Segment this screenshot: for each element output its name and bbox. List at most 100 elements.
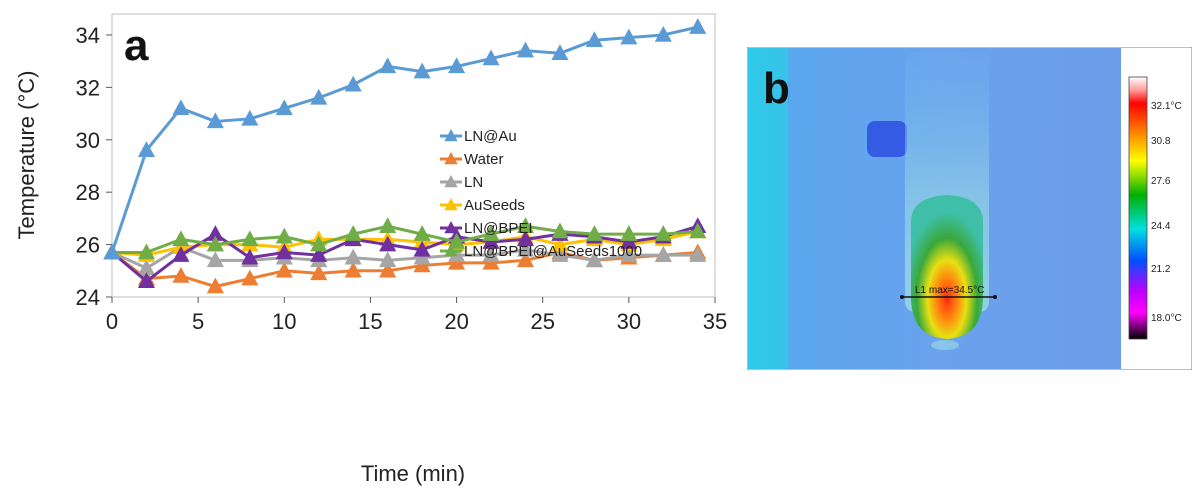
thermal-image: L1 max=34.5°C b 32.1°C 30.8 27.6 24.4 21…	[746, 46, 1193, 371]
data-point	[344, 225, 362, 241]
data-point	[551, 235, 569, 252]
data-point	[551, 44, 569, 61]
measure-end-right	[993, 295, 997, 299]
data-point	[448, 246, 466, 262]
legend-marker	[444, 129, 458, 142]
series-line	[112, 224, 698, 254]
data-point	[241, 269, 259, 286]
panel-label-b: b	[763, 64, 790, 113]
data-point	[448, 232, 466, 249]
data-point	[379, 57, 397, 74]
data-point	[206, 235, 224, 252]
data-point	[103, 243, 121, 260]
data-point	[241, 248, 259, 265]
data-point	[172, 230, 190, 247]
data-point	[172, 246, 190, 262]
data-point	[137, 272, 156, 289]
legend-label: LN@BPEI@AuSeeds1000	[464, 243, 642, 260]
colorbar-label: 24.4	[1151, 221, 1171, 232]
data-point	[206, 277, 224, 294]
y-tick-label: 32	[76, 75, 100, 100]
data-point	[482, 49, 500, 66]
y-tick-label: 34	[76, 23, 100, 48]
y-tick-label: 24	[76, 285, 100, 310]
temperature-line-chart: 0 5 10 15 20 25 30 35 24 26 28 30 32 34 a LN@Au Water L…	[14, 13, 727, 486]
data-point	[275, 227, 293, 244]
data-point	[310, 235, 328, 252]
colorbar-label: 27.6	[1151, 176, 1171, 187]
colorbar	[1128, 76, 1148, 340]
data-point	[379, 235, 397, 252]
legend-marker	[444, 152, 458, 165]
panel-label-a: a	[124, 21, 149, 70]
data-point	[344, 248, 362, 265]
data-point	[137, 259, 156, 275]
x-tick-label: 20	[444, 309, 468, 334]
x-tick-label: 5	[192, 309, 204, 334]
data-point	[206, 112, 224, 129]
data-point	[310, 88, 328, 105]
data-point	[654, 25, 672, 42]
colorbar-label: 30.8	[1151, 136, 1171, 147]
data-point	[516, 217, 535, 233]
data-point	[516, 240, 535, 257]
data-point	[206, 225, 224, 241]
data-point	[275, 261, 293, 278]
x-tick-label: 30	[617, 309, 641, 334]
data-point	[137, 243, 156, 260]
cold-spot	[867, 121, 907, 157]
data-point	[137, 141, 156, 158]
measure-end-left	[900, 295, 904, 299]
data-point	[344, 261, 362, 278]
x-tick-label: 15	[358, 309, 382, 334]
data-point	[585, 251, 603, 268]
colorbar-label: 18.0°C	[1151, 313, 1182, 324]
data-point	[482, 246, 500, 262]
data-point	[172, 99, 190, 116]
data-point	[689, 246, 707, 262]
data-point	[551, 222, 569, 239]
data-point	[241, 230, 259, 247]
data-point	[275, 99, 293, 116]
data-point	[585, 31, 603, 47]
data-point	[620, 28, 638, 45]
data-point	[551, 246, 569, 262]
data-point	[585, 225, 603, 241]
data-point	[482, 225, 500, 241]
data-point	[344, 75, 362, 92]
data-point	[620, 246, 638, 262]
colorbar-label: 21.2	[1151, 264, 1171, 275]
data-point	[310, 246, 328, 262]
legend-label: AuSeeds	[464, 197, 525, 214]
legend-label: LN@BPEI	[464, 220, 533, 237]
data-point	[689, 18, 707, 34]
data-point	[379, 261, 397, 278]
data-point	[172, 267, 190, 283]
left-cyan-strip	[748, 48, 788, 369]
tube-bottom-reflection	[931, 340, 959, 350]
y-tick-label: 26	[76, 233, 100, 258]
data-point	[448, 57, 466, 74]
data-point	[206, 251, 224, 268]
colorbar-label: 32.1°C	[1151, 101, 1182, 112]
data-point	[379, 251, 397, 268]
data-point	[413, 225, 431, 241]
data-point	[310, 264, 328, 281]
x-axis-title: Time (min)	[361, 461, 465, 486]
x-tick-label: 0	[106, 309, 118, 334]
data-point	[516, 230, 535, 247]
series-line	[110, 25, 699, 253]
data-point	[413, 62, 431, 79]
x-tick-label: 35	[703, 309, 727, 334]
measure-annotation: L1 max=34.5°C	[915, 285, 984, 296]
data-point	[413, 240, 431, 257]
legend-label: LN	[464, 174, 483, 191]
hot-sample	[911, 195, 983, 339]
legend-marker	[444, 198, 458, 211]
series-line	[111, 245, 698, 270]
legend-label: LN@Au	[464, 128, 517, 145]
data-point	[516, 251, 535, 268]
legend-label: Water	[464, 151, 503, 168]
y-tick-label: 28	[76, 180, 100, 205]
data-point	[689, 222, 707, 239]
